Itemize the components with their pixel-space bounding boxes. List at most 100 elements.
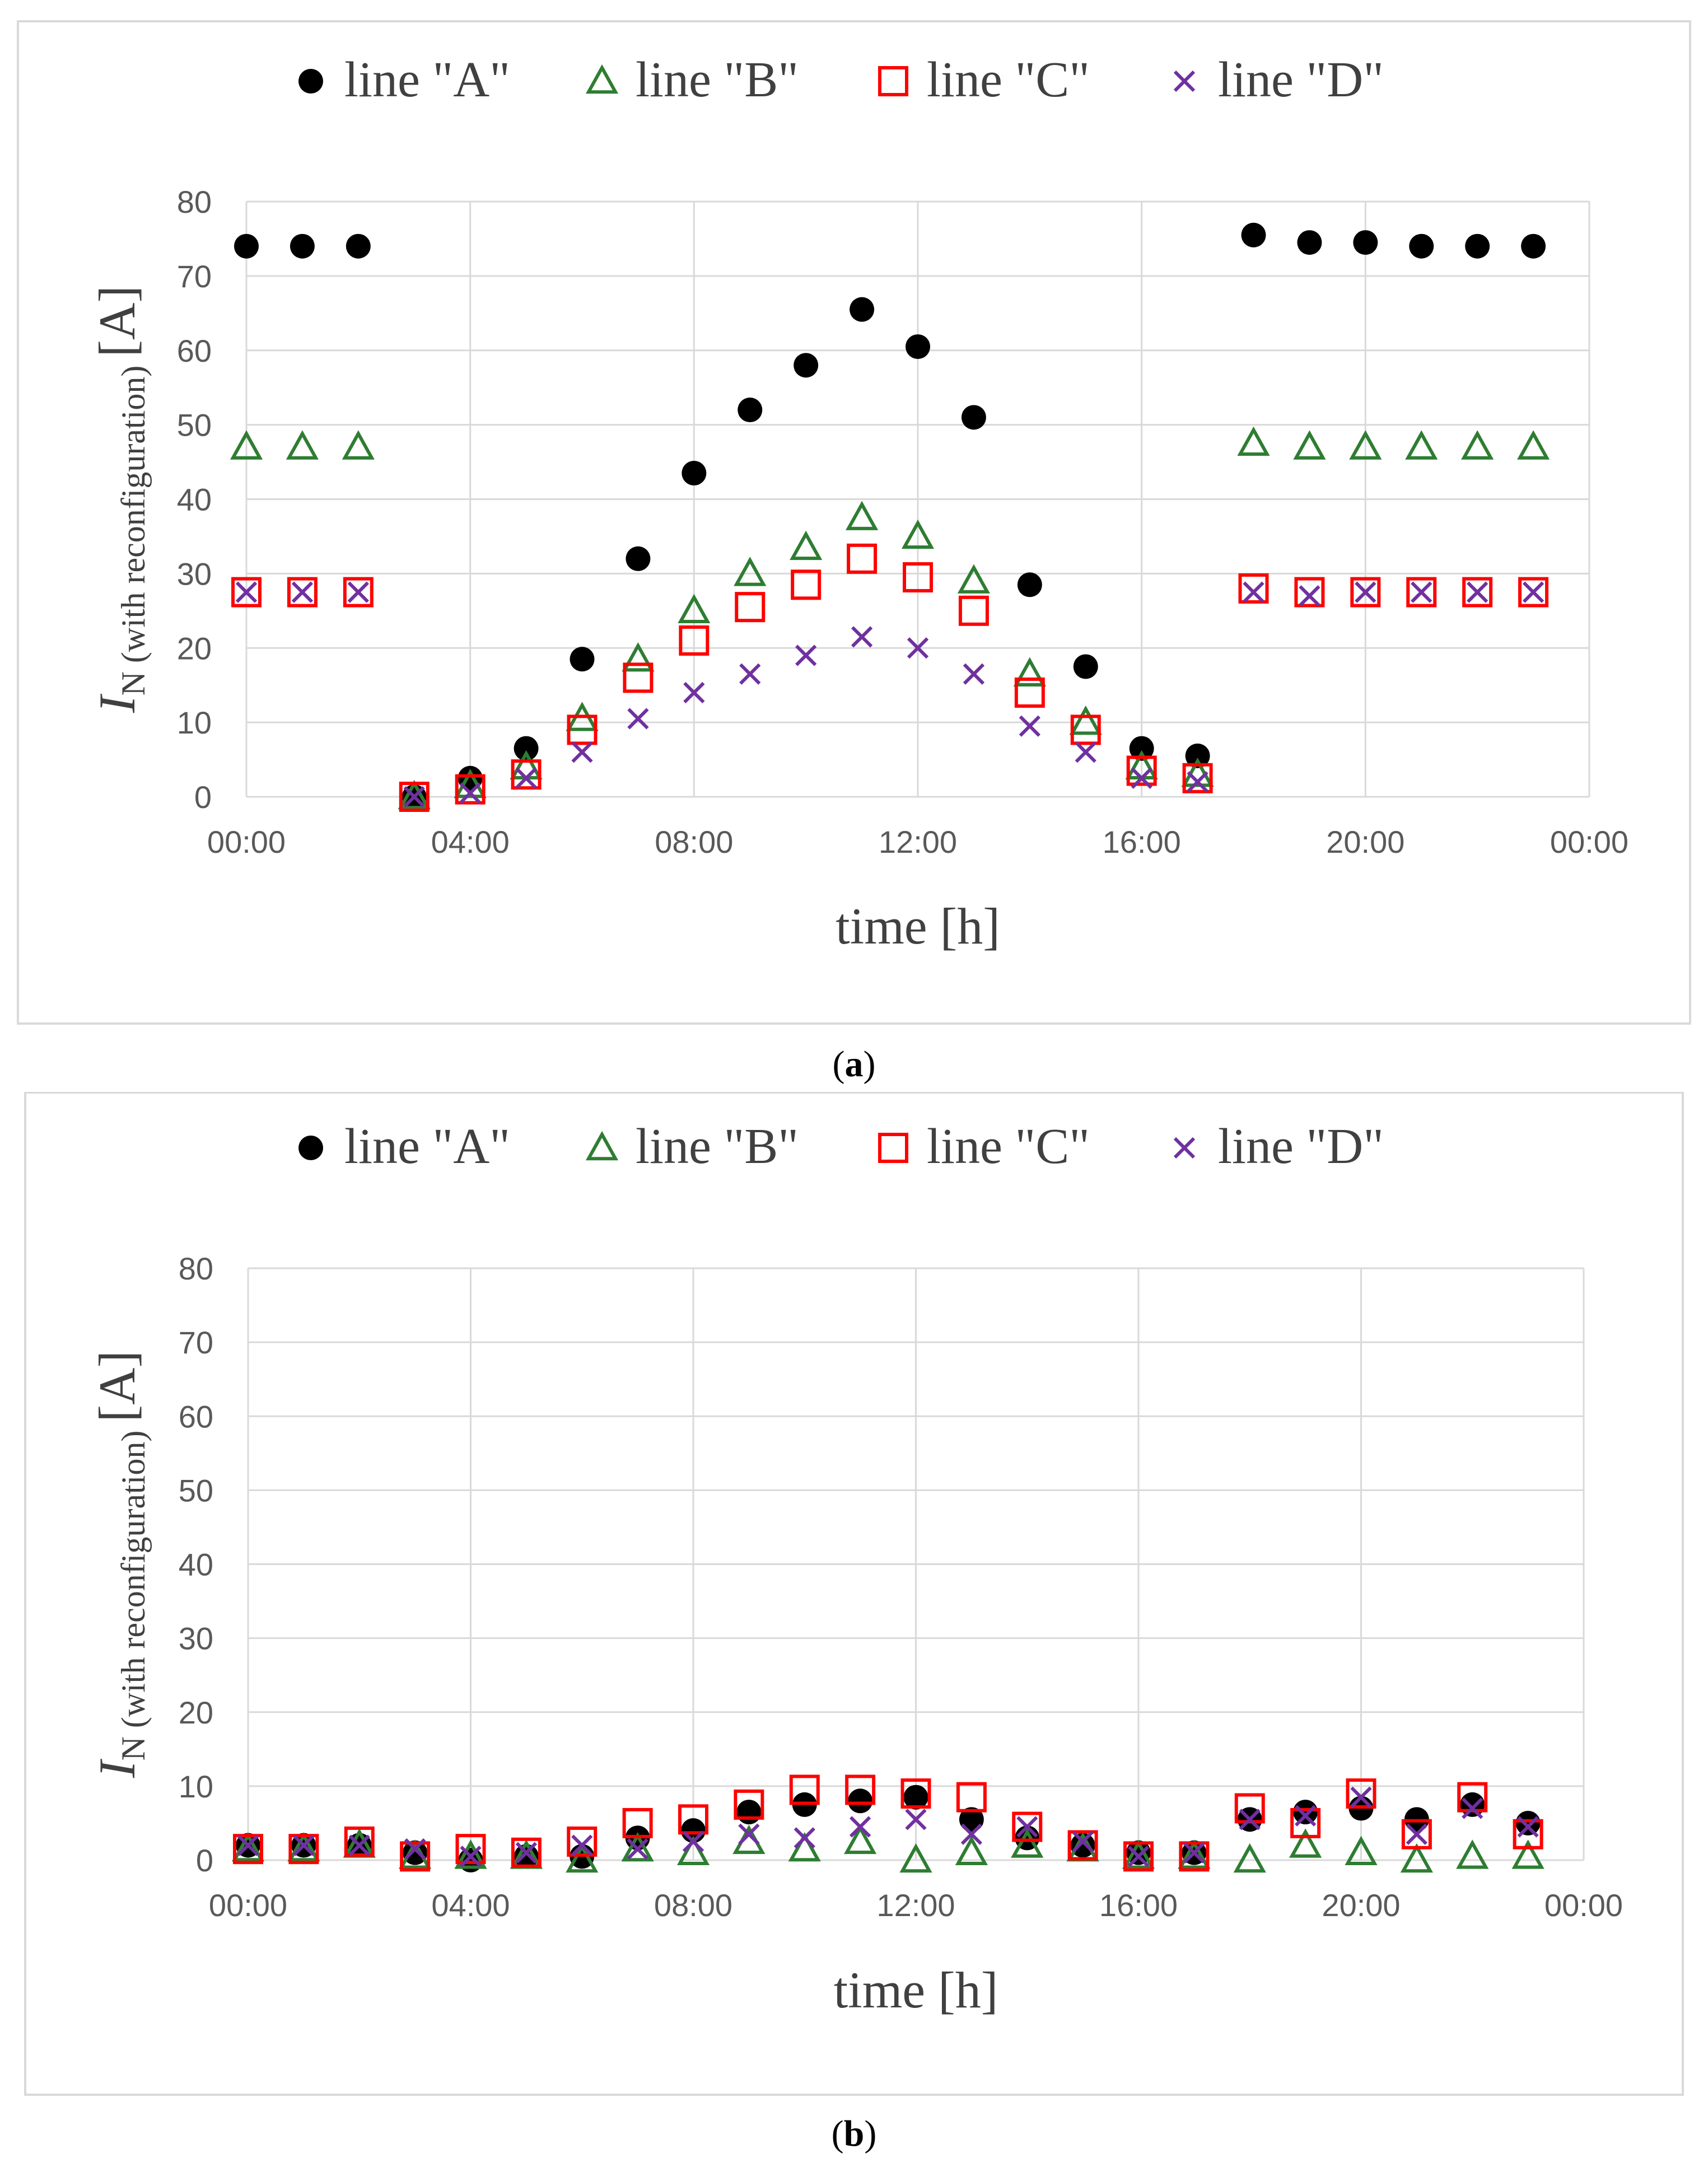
y-tick-label: 50 [179, 1473, 213, 1508]
legend-marker-triangle [585, 64, 619, 94]
data-point [1179, 1841, 1210, 1872]
data-point [1183, 1842, 1205, 1863]
data-point [1345, 1835, 1378, 1865]
y-tick-label: 40 [179, 1547, 213, 1582]
chart-svg-a: 0 10 20 30 40 50 60 70 80 00:00 04:00 08:00 12:00 16:… [17, 20, 1691, 1085]
data-point [1462, 1797, 1483, 1819]
data-point [1456, 1839, 1489, 1869]
data-point [1122, 1839, 1155, 1869]
data-point [1293, 1800, 1318, 1825]
data-point [1346, 1778, 1376, 1809]
data-point [738, 398, 763, 423]
data-point [1070, 1833, 1095, 1858]
y-tick-label: 40 [177, 482, 212, 517]
data-point [622, 1807, 653, 1838]
data-point [290, 233, 315, 259]
data-point [1187, 771, 1208, 793]
y-tick-label: 20 [179, 1695, 213, 1730]
data-point [682, 1830, 704, 1853]
y-tick-label: 20 [177, 630, 212, 666]
data-point [623, 662, 654, 693]
legend-label: line "D" [1218, 52, 1384, 108]
data-point [627, 1838, 648, 1860]
data-point [1290, 1807, 1321, 1838]
y-tick-label: 60 [179, 1399, 213, 1434]
x-tick-label: 00:00 [209, 1888, 287, 1923]
data-point [1297, 230, 1322, 255]
series-triangle [230, 426, 1550, 810]
data-point [959, 1807, 984, 1832]
data-point [736, 1800, 762, 1825]
data-point [1233, 1843, 1266, 1873]
data-point [899, 1843, 932, 1873]
y-tick-label: 60 [177, 333, 212, 368]
y-tick-label: 70 [179, 1325, 213, 1360]
data-point [567, 714, 598, 745]
legend-marker-square [878, 66, 908, 96]
data-point [400, 1841, 431, 1872]
data-point [956, 1782, 987, 1813]
data-point [683, 681, 705, 704]
series-circle [234, 222, 1546, 809]
data-point [1401, 1819, 1432, 1849]
legend-marker-circle [298, 69, 323, 94]
y-axis-label: IN (with reconfiguration) [A] [88, 1351, 152, 1778]
data-point [1073, 654, 1098, 679]
y-tick-label: 80 [179, 1251, 213, 1286]
data-point [571, 741, 593, 763]
data-point [1467, 581, 1488, 603]
data-point [794, 1827, 815, 1849]
legend-marker-square [878, 1133, 908, 1163]
data-point [1460, 1792, 1485, 1817]
data-point [342, 430, 375, 460]
data-point [1069, 705, 1102, 735]
data-point [1521, 233, 1546, 259]
chart-frame [24, 1092, 1684, 2096]
data-point [734, 1789, 764, 1820]
data-point [403, 786, 425, 808]
data-point [511, 1837, 542, 1868]
legend-label: line "C" [927, 52, 1090, 108]
data-point [961, 405, 986, 430]
data-point [233, 1834, 263, 1865]
data-point [1131, 767, 1152, 789]
legend-label: line "B" [636, 1119, 799, 1174]
data-point [901, 519, 935, 549]
x-tick-label: 12:00 [879, 824, 957, 860]
data-point [511, 759, 542, 790]
data-point [1409, 233, 1434, 259]
data-point [1299, 585, 1320, 607]
y-tick-label: 10 [179, 1769, 213, 1804]
data-point [1182, 763, 1213, 793]
x-tick-label: 08:00 [655, 824, 733, 860]
data-point [287, 1832, 320, 1862]
x-tick-label: 20:00 [1326, 824, 1404, 860]
legend-marker-x [1173, 70, 1196, 92]
x-tick-label: 08:00 [654, 1888, 732, 1923]
data-point [403, 1840, 428, 1865]
data-point [1239, 1809, 1261, 1830]
data-point [1400, 1843, 1433, 1873]
data-point [514, 736, 539, 761]
data-point [1129, 736, 1154, 761]
data-point [571, 1834, 593, 1856]
data-point [1013, 657, 1046, 686]
y-tick-label: 30 [177, 556, 212, 591]
x-tick-label: 04:00 [431, 1888, 510, 1923]
data-point [851, 626, 873, 648]
data-point [286, 430, 319, 460]
data-point [789, 1774, 820, 1805]
data-point [343, 577, 374, 608]
x-tick-label: 04:00 [431, 824, 510, 860]
data-point [1350, 577, 1381, 608]
data-point [847, 543, 878, 574]
data-point [398, 779, 431, 810]
chart-svg-b: 0 10 20 30 40 50 60 70 80 00:00 04:00 08:00 12:00 16:… [24, 1092, 1684, 2154]
data-point [1075, 741, 1096, 763]
data-point [399, 782, 430, 812]
data-point [963, 663, 985, 685]
y-tick-label: 80 [177, 184, 212, 219]
x-tick-label: 12:00 [876, 1888, 955, 1923]
data-point [1405, 430, 1438, 460]
data-point [1019, 715, 1040, 737]
